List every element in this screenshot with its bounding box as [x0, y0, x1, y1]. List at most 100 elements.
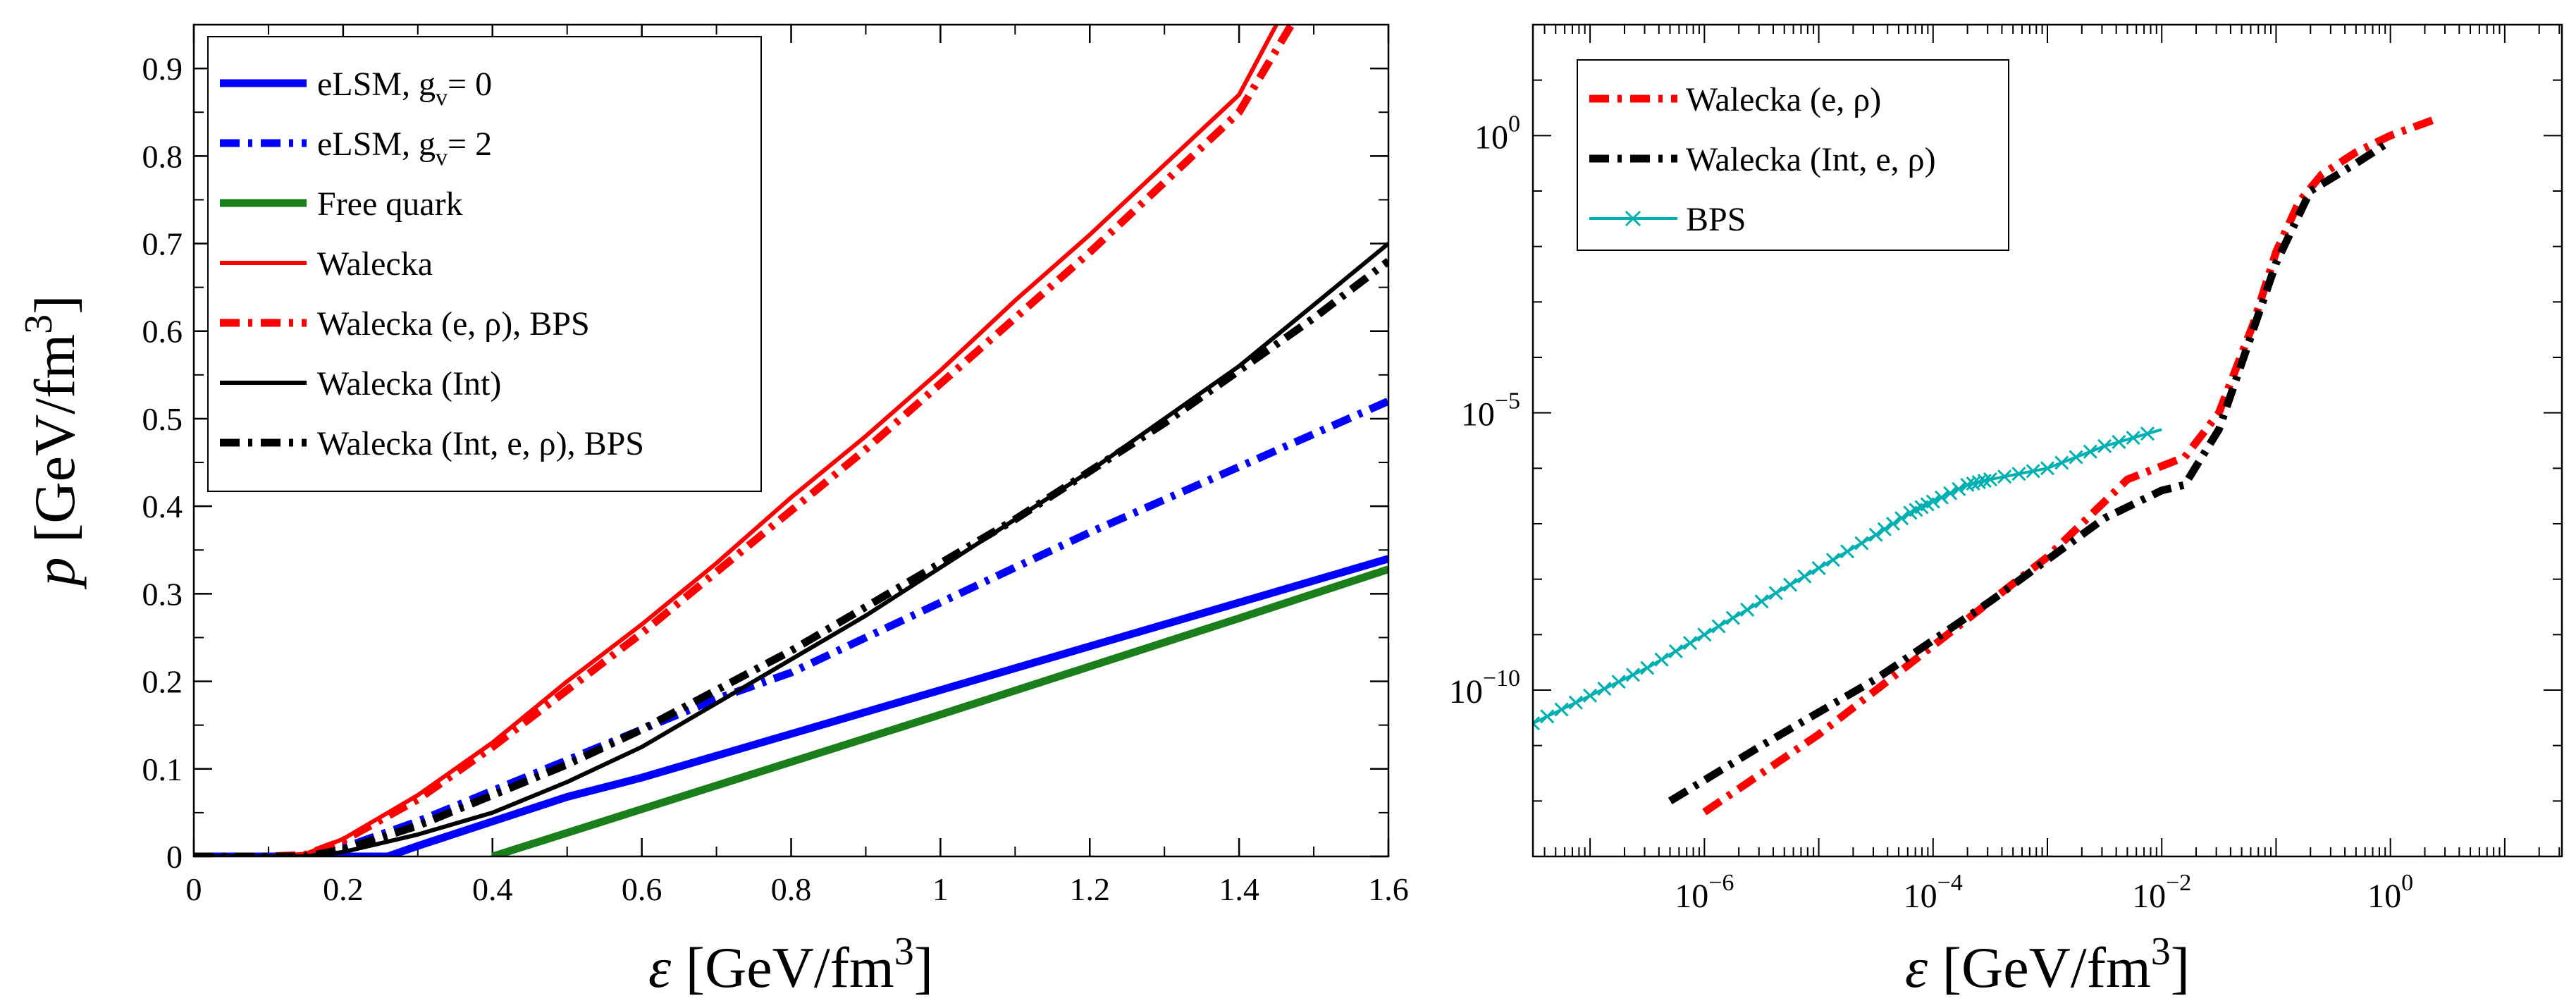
- bps-marker: [1885, 516, 1901, 531]
- y-tick-label: 0.3: [142, 576, 183, 612]
- right-chart: 10−6 10−4 10−2 100 10−10 10−5 100 Walecka (e, …: [1449, 23, 2563, 1000]
- bps-marker: [1943, 486, 1958, 500]
- legend-label-2: Free quark: [317, 185, 463, 223]
- bps-marker: [1540, 709, 1555, 724]
- y-tick-label: 0.1: [142, 751, 183, 787]
- y-tick-label: 10−10: [1449, 665, 1520, 711]
- bps-marker: [1654, 652, 1669, 667]
- log-legend-label-1: Walecka (Int, e, ρ): [1686, 141, 1936, 178]
- legend-label-1: eLSM, gv= 2: [317, 125, 492, 171]
- bps-marker: [1554, 702, 1569, 717]
- bps-marker: [1611, 675, 1626, 689]
- bps-marker: [2069, 450, 2083, 465]
- bps-marker: [1533, 716, 1541, 731]
- bps-marker: [1782, 577, 1798, 592]
- bps-marker: [1754, 594, 1769, 609]
- bps-marker: [1740, 602, 1755, 617]
- bps-marker: [1877, 522, 1892, 536]
- x-tick-label: 1: [932, 871, 949, 907]
- bps-marker: [1682, 636, 1698, 651]
- right-legend: Walecka (e, ρ) Walecka (Int, e, ρ) BPS: [1577, 59, 2009, 251]
- y-tick-label: 0: [166, 839, 183, 875]
- bps-marker: [2112, 434, 2126, 450]
- bps-marker: [1568, 695, 1583, 710]
- legend-label-4: Walecka (e, ρ), BPS: [317, 305, 590, 343]
- bps-marker: [1583, 688, 1598, 703]
- y-tick-label: 0.9: [142, 51, 183, 87]
- bps-marker: [1811, 560, 1826, 575]
- bps-marker: [2011, 467, 2026, 481]
- series-line-2: [491, 565, 1388, 856]
- left-plot-frame: [192, 23, 1390, 858]
- y-tick-label: 0.6: [142, 314, 183, 350]
- bps-marker: [1983, 472, 1997, 487]
- bps-marker: [1854, 536, 1869, 551]
- x-tick-label: 0.6: [622, 871, 663, 907]
- x-tick-label: 10−2: [2132, 870, 2191, 915]
- right-plot-frame: [1532, 23, 2563, 858]
- bps-marker: [1640, 660, 1655, 675]
- series-line-6: [194, 258, 1388, 856]
- right-x-axis-label: ε [GeV/fm3]: [1905, 930, 2190, 1000]
- bps-marker: [1668, 644, 1683, 658]
- bps-marker: [2140, 426, 2155, 441]
- legend-label-6: Walecka (Int, e, ρ), BPS: [317, 425, 644, 462]
- bps-marker: [1725, 610, 1740, 625]
- bps-marker: [1894, 511, 1909, 526]
- log-legend-label-2: BPS: [1686, 201, 1746, 238]
- bps-marker: [1768, 586, 1783, 601]
- x-tick-label: 1.6: [1368, 871, 1409, 907]
- bps-marker: [2026, 464, 2040, 479]
- y-tick-label: 0.4: [142, 488, 183, 524]
- legend-label-0: eLSM, gv= 0: [317, 66, 492, 111]
- x-tick-label: 10−6: [1675, 870, 1734, 915]
- bps-marker: [1952, 481, 1966, 496]
- left-tick-labels: 0 0.2 0.4 0.6 0.8 1 1.2 1.4 1.6 0 0.1 0.2 0.3 0.4 0.5 0…: [142, 51, 1409, 907]
- y-tick-label: 10−5: [1461, 388, 1520, 434]
- bps-marker: [1711, 619, 1726, 634]
- left-y-axis-label: p [GeV/fm3]: [17, 295, 87, 590]
- bps-marker: [2040, 461, 2055, 476]
- left-legend-items: eLSM, gv= 0 eLSM, gv= 2 Free quark Walecka W…: [220, 66, 644, 462]
- y-tick-label: 0.5: [142, 401, 183, 437]
- bps-marker: [2097, 438, 2112, 453]
- log-series-line-0: [1702, 115, 2438, 816]
- bps-marker: [1797, 569, 1812, 584]
- log-legend-label-0: Walecka (e, ρ): [1686, 81, 1881, 118]
- right-series: [1533, 115, 2438, 816]
- y-tick-label: 100: [1474, 111, 1520, 156]
- x-tick-label: 100: [2367, 870, 2413, 915]
- bps-marker: [2054, 455, 2069, 470]
- bps-marker: [1868, 527, 1883, 542]
- legend-label-3: Walecka: [317, 245, 433, 283]
- bps-marker: [1625, 668, 1641, 682]
- y-tick-label: 0.2: [142, 664, 183, 700]
- right-ticks: [1533, 24, 2562, 857]
- bps-marker: [2083, 444, 2097, 459]
- bps-marker: [1840, 544, 1855, 559]
- x-tick-label: 0.2: [323, 871, 364, 907]
- bps-marker: [1597, 681, 1612, 696]
- x-tick-label: 1.2: [1070, 871, 1111, 907]
- left-series: [194, 25, 1388, 856]
- bps-marker: [1934, 490, 1949, 505]
- x-tick-label: 0.8: [771, 871, 812, 907]
- x-tick-label: 0.4: [472, 871, 513, 907]
- x-tick-label: 10−4: [1904, 870, 1963, 915]
- left-legend: eLSM, gv= 0 eLSM, gv= 2 Free quark Walecka W…: [207, 36, 762, 492]
- y-tick-label: 0.8: [142, 138, 183, 174]
- bps-marker: [1825, 553, 1840, 567]
- x-tick-label: 1.4: [1219, 871, 1259, 907]
- y-tick-label: 0.7: [142, 226, 183, 262]
- right-tick-labels: 10−6 10−4 10−2 100 10−10 10−5 100: [1449, 111, 2413, 915]
- legend-label-5: Walecka (Int): [317, 365, 501, 402]
- svg-text:p [GeV/fm3]: p [GeV/fm3]: [17, 295, 87, 590]
- bps-marker: [1697, 627, 1712, 642]
- x-tick-label: 0: [186, 871, 202, 907]
- left-chart: 0 0.2 0.4 0.6 0.8 1 1.2 1.4 1.6 0 0.1 0.2 0.3 0.4 0.5 0…: [17, 23, 1409, 1000]
- right-legend-items: Walecka (e, ρ) Walecka (Int, e, ρ) BPS: [1589, 81, 1936, 238]
- legend-x-marker: [1625, 210, 1641, 227]
- left-x-axis-label: ε [GeV/fm3]: [648, 930, 933, 1000]
- bps-marker: [1997, 469, 2012, 484]
